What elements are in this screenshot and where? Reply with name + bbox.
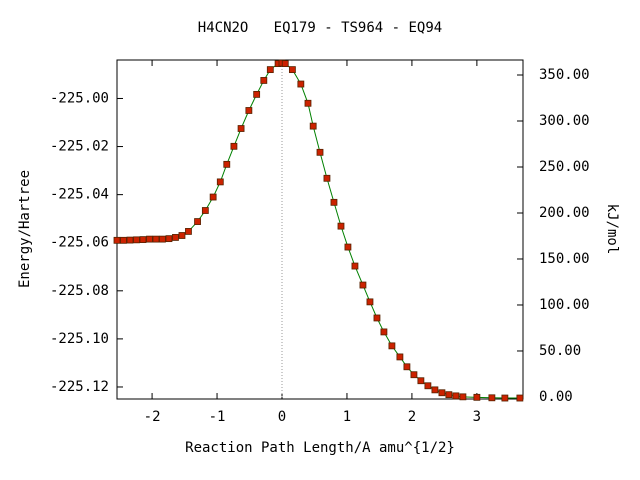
point (165, 235, 173, 243)
point (216, 178, 224, 186)
point (424, 382, 432, 390)
chart-title: H4CN2O EQ179 - TS964 - EQ94 (198, 20, 442, 36)
y-axis-label: Energy/Hartree (17, 170, 33, 288)
x-tick-label: 2 (408, 409, 416, 425)
point (473, 393, 481, 401)
y-tick-label: -225.12 (50, 379, 109, 395)
y-tick-label: -225.10 (50, 331, 109, 347)
y2-tick-label: 150.00 (539, 251, 590, 267)
point (281, 60, 289, 68)
point (388, 342, 396, 350)
x-tick-label: 0 (278, 409, 286, 425)
point (396, 353, 404, 361)
point (245, 107, 253, 114)
point (237, 125, 245, 132)
x-axis-label: Reaction Path Length/A amu^{1/2} (185, 440, 455, 456)
point (230, 142, 238, 150)
x-tick-label: -1 (209, 409, 226, 425)
point (309, 122, 317, 130)
point (126, 236, 134, 244)
point (359, 281, 367, 289)
point (288, 66, 296, 74)
point (316, 148, 324, 156)
point (488, 394, 496, 402)
y2-tick-label: 50.00 (539, 343, 581, 359)
point (185, 228, 192, 235)
point (337, 222, 345, 230)
y2-tick-label: 200.00 (539, 205, 590, 221)
point (323, 174, 331, 182)
point (260, 77, 268, 84)
y-tick-label: -225.08 (50, 283, 109, 299)
point (410, 371, 418, 379)
point (178, 232, 186, 239)
point (459, 393, 467, 401)
point (201, 207, 209, 214)
point (253, 90, 261, 98)
y2-tick-label: 250.00 (539, 159, 590, 175)
x-tick-label: 3 (473, 409, 481, 425)
y-tick-label: -225.06 (50, 235, 109, 251)
point (501, 394, 509, 402)
point (373, 314, 381, 322)
point (172, 234, 179, 241)
point (516, 394, 524, 402)
point (209, 193, 217, 201)
point (304, 99, 312, 107)
point (344, 243, 352, 251)
point (120, 236, 127, 244)
point (380, 328, 388, 336)
line (117, 62, 520, 399)
point (403, 363, 411, 371)
point (417, 377, 425, 385)
point (133, 236, 140, 244)
point (452, 392, 460, 400)
y2-tick-label: 0.00 (539, 389, 573, 405)
y-tick-label: -225.04 (50, 187, 109, 203)
x-tick-label: -2 (144, 409, 161, 425)
y2-axis-label: kJ/mol (604, 204, 620, 255)
point (266, 66, 274, 74)
point (330, 198, 338, 206)
point (139, 236, 147, 243)
y2-tick-label: 350.00 (539, 67, 590, 83)
point (146, 235, 153, 243)
point (445, 391, 453, 399)
point (351, 262, 359, 270)
point (159, 235, 166, 243)
y-tick-label: -225.02 (50, 139, 109, 155)
plot-frame (116, 59, 524, 400)
y2-tick-label: 100.00 (539, 297, 590, 313)
point (152, 235, 160, 243)
y2-tick-label: 300.00 (539, 113, 590, 129)
point (431, 386, 439, 394)
point (438, 389, 446, 397)
point (366, 298, 374, 306)
point (194, 218, 201, 225)
point (113, 236, 121, 244)
point (223, 160, 231, 168)
y-tick-label: -225.00 (50, 90, 109, 106)
x-tick-label: 1 (343, 409, 351, 425)
point (297, 80, 305, 88)
